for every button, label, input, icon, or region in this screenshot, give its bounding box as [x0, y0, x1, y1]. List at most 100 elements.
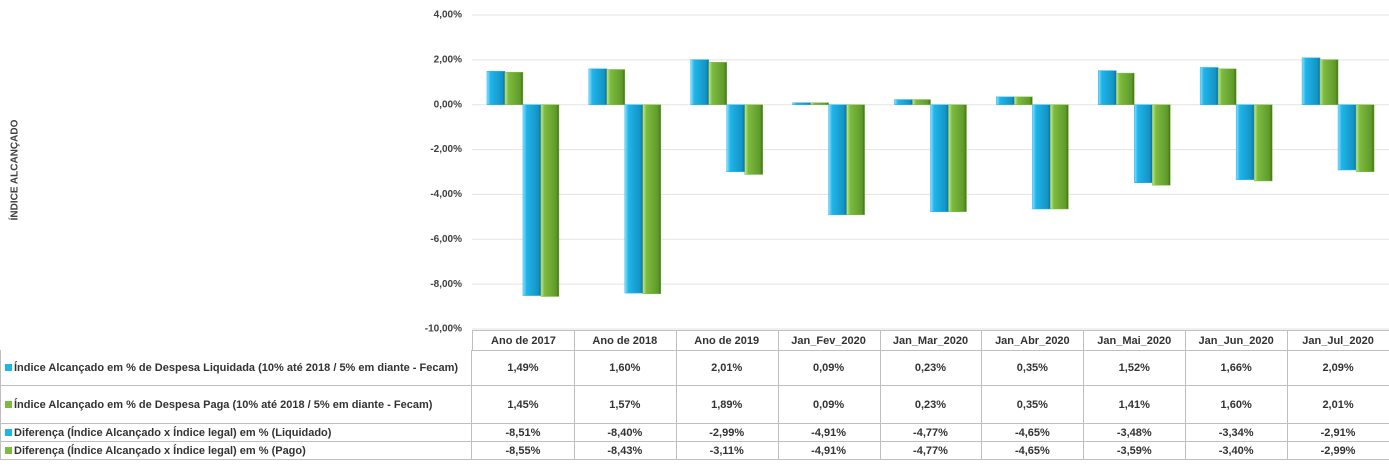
y-tick-label: -6,00% [430, 234, 462, 245]
legend-text: Índice Alcançado em % de Despesa Liquida… [14, 361, 459, 374]
table-value: 1,60% [1185, 386, 1289, 424]
table-value: 0,09% [777, 386, 881, 424]
y-tick-label: 4,00% [434, 10, 462, 21]
bar [1032, 104, 1051, 210]
bar [486, 71, 506, 105]
category-header: Ano de 2019 [675, 330, 779, 351]
category-header: Jan_Jun_2020 [1185, 330, 1289, 351]
legend-key [5, 364, 12, 371]
bar [1301, 57, 1321, 105]
bar [588, 68, 608, 105]
bar [690, 59, 709, 105]
bar [708, 62, 727, 105]
category-header: Jan_Jul_2020 [1287, 330, 1389, 351]
legend-label: Índice Alcançado em % de Despesa Paga (1… [0, 386, 472, 424]
legend-label: Índice Alcançado em % de Despesa Liquida… [0, 350, 472, 386]
bar [912, 99, 931, 105]
table-value: -2,99% [675, 424, 779, 442]
legend-text: Diferença (Índice Alcançado x Índice leg… [14, 444, 306, 457]
bar [1217, 68, 1237, 105]
table-value: -3,59% [1083, 442, 1187, 460]
table-value: 1,66% [1185, 350, 1289, 386]
table-value: 2,09% [1287, 350, 1389, 386]
bar [540, 104, 560, 297]
table-value: -3,34% [1185, 424, 1289, 442]
table-value: 2,01% [675, 350, 779, 386]
table-value: 1,52% [1083, 350, 1187, 386]
bar [948, 104, 967, 212]
category-header: Jan_Mai_2020 [1083, 330, 1187, 351]
category-header: Jan_Mar_2020 [879, 330, 983, 351]
bar [792, 102, 811, 105]
table-value: -8,40% [573, 424, 677, 442]
table-value: -4,65% [981, 442, 1085, 460]
table-value: 2,01% [1287, 386, 1389, 424]
table-value: -3,40% [1185, 442, 1289, 460]
bar [504, 71, 524, 105]
bar [1199, 67, 1219, 105]
bar [1014, 96, 1033, 105]
table-value: 1,60% [573, 350, 677, 386]
bar [1152, 104, 1171, 186]
table-value: 0,35% [981, 350, 1085, 386]
bar [606, 69, 626, 105]
y-tick-label: -4,00% [430, 189, 462, 200]
bar [1235, 104, 1255, 180]
table-value: 0,23% [879, 350, 983, 386]
bar [1355, 104, 1375, 173]
table-value: -8,51% [472, 424, 575, 442]
table-value: -8,43% [573, 442, 677, 460]
table-value: 1,45% [472, 386, 575, 424]
bar [1319, 59, 1339, 105]
table-value: -3,48% [1083, 424, 1187, 442]
table-value: -2,99% [1287, 442, 1389, 460]
bar [1337, 104, 1357, 171]
bar [624, 104, 644, 294]
bar [996, 96, 1015, 105]
bar [1253, 104, 1273, 182]
table-value: -4,77% [879, 424, 983, 442]
bar [726, 104, 745, 173]
legend-text: Diferença (Índice Alcançado x Índice leg… [14, 426, 332, 439]
bar [1134, 104, 1153, 184]
bar [846, 104, 865, 216]
legend-key [5, 401, 12, 408]
category-header: Jan_Abr_2020 [981, 330, 1085, 351]
legend-label: Diferença (Índice Alcançado x Índice leg… [0, 442, 472, 460]
y-tick-label: 0,00% [434, 99, 462, 110]
table-value: 0,23% [879, 386, 983, 424]
table-value: 1,89% [675, 386, 779, 424]
category-header: Ano de 2018 [573, 330, 677, 351]
legend-key [5, 429, 12, 436]
bar [894, 99, 913, 105]
table-value: 1,49% [472, 350, 575, 386]
table-value: 0,09% [777, 350, 881, 386]
bar [522, 104, 542, 296]
bar [810, 102, 829, 105]
y-tick-label: -10,00% [425, 324, 462, 335]
y-tick-label: 2,00% [434, 54, 462, 65]
legend-key [5, 447, 12, 454]
bar [1116, 72, 1135, 105]
table-value: -2,91% [1287, 424, 1389, 442]
legend-label: Diferença (Índice Alcançado x Índice leg… [0, 424, 472, 442]
y-axis-label: ÍNDICE ALCANÇADO [8, 119, 21, 220]
y-tick-label: -8,00% [430, 279, 462, 290]
table-value: -4,65% [981, 424, 1085, 442]
bar [1098, 70, 1117, 105]
table-value: 0,35% [981, 386, 1085, 424]
bar [1050, 104, 1069, 210]
table-value: 1,41% [1083, 386, 1187, 424]
legend-text: Índice Alcançado em % de Despesa Paga (1… [14, 398, 433, 411]
table-value: -4,91% [777, 424, 881, 442]
category-header: Ano de 2017 [472, 330, 575, 351]
table-value: -4,77% [879, 442, 983, 460]
category-header: Jan_Fev_2020 [777, 330, 881, 351]
table-value: 1,57% [573, 386, 677, 424]
bar [642, 104, 662, 295]
table-value: -4,91% [777, 442, 881, 460]
y-tick-label: -2,00% [430, 144, 462, 155]
table-value: -8,55% [472, 442, 575, 460]
